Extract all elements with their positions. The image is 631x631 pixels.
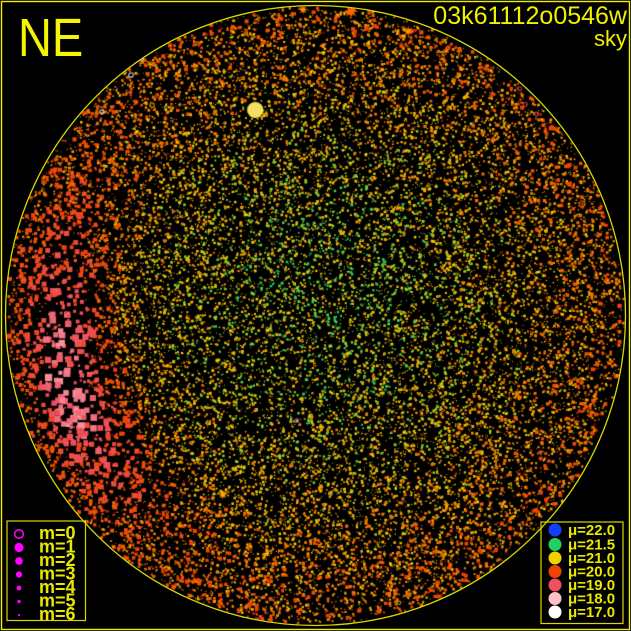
svg-text:m=6: m=6 [39,604,76,624]
svg-text:sky: sky [594,26,627,51]
svg-text:NE: NE [18,7,83,68]
svg-text:μ=17.0: μ=17.0 [568,604,615,621]
